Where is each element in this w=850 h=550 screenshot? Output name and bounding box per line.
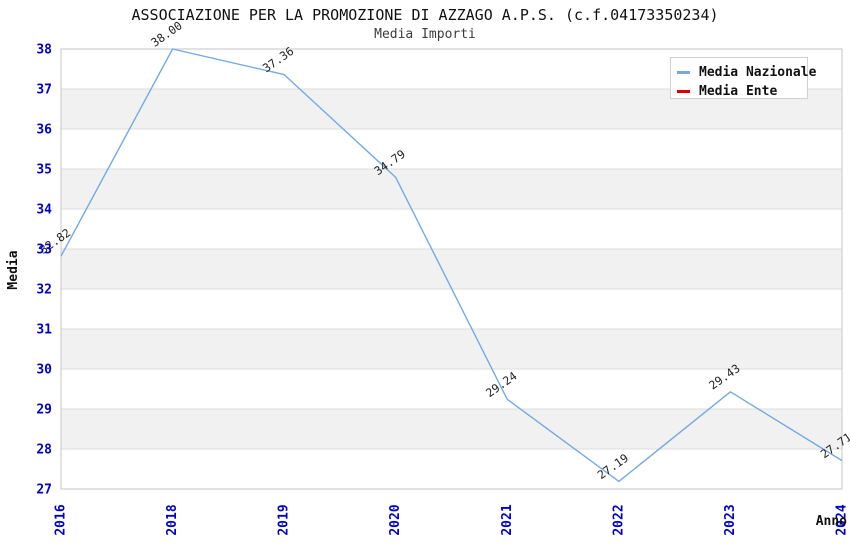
y-tick-label: 31 <box>36 323 52 338</box>
legend-item-label: Media Ente <box>699 84 778 99</box>
plot-border-rect <box>60 48 843 490</box>
y-tick-labels: 27 28 29 30 31 32 33 34 35 36 37 38 <box>36 43 52 498</box>
y-axis-title: Media <box>6 250 21 290</box>
y-tick-label: 33 <box>36 243 52 258</box>
point-label: 29.24 <box>483 369 519 400</box>
background-bands <box>61 89 842 449</box>
legend: Media Nazionale Media Ente <box>670 57 816 101</box>
x-tick-label: 2019 <box>277 504 292 535</box>
band-stripe <box>61 169 842 209</box>
y-tick-label: 29 <box>36 403 52 418</box>
x-tick-label: 2016 <box>54 504 69 535</box>
band-stripe <box>61 329 842 369</box>
y-tick-label: 38 <box>36 43 52 58</box>
x-tick-label: 2023 <box>723 504 738 535</box>
x-tick-label: 2024 <box>835 504 850 535</box>
y-tick-label: 28 <box>36 443 52 458</box>
chart-title: ASSOCIAZIONE PER LA PROMOZIONE DI AZZAGO… <box>131 6 719 24</box>
y-tick-label: 34 <box>36 203 52 218</box>
x-tick-labels: 2016 2018 2019 2020 2021 2022 2023 2024 <box>54 504 850 535</box>
chart-subtitle: Media Importi <box>374 27 476 42</box>
legend-item-label: Media Nazionale <box>699 65 817 80</box>
plot-border <box>60 48 843 490</box>
x-tick-label: 2022 <box>611 504 626 535</box>
y-tick-label: 36 <box>36 123 52 138</box>
series-lines <box>60 48 843 483</box>
legend-color-dash <box>677 71 690 74</box>
x-axis-title: Anno <box>815 514 847 529</box>
y-tick-label: 32 <box>36 283 52 298</box>
x-tick-label: 2021 <box>500 504 515 535</box>
y-tick-label: 37 <box>36 83 52 98</box>
legend-color-dash <box>677 90 690 93</box>
x-tick-label: 2020 <box>388 504 403 535</box>
y-tick-label: 27 <box>36 483 52 498</box>
y-tick-label: 35 <box>36 163 52 178</box>
point-label: 38.00 <box>148 18 184 49</box>
legend-item: Media Nazionale <box>677 63 816 82</box>
y-tick-label: 30 <box>36 363 52 378</box>
x-tick-label: 2018 <box>165 504 180 535</box>
series-line-media-nazionale <box>60 48 843 483</box>
band-stripe <box>61 409 842 449</box>
legend-item: Media Ente <box>677 82 807 101</box>
band-stripe <box>61 249 842 289</box>
